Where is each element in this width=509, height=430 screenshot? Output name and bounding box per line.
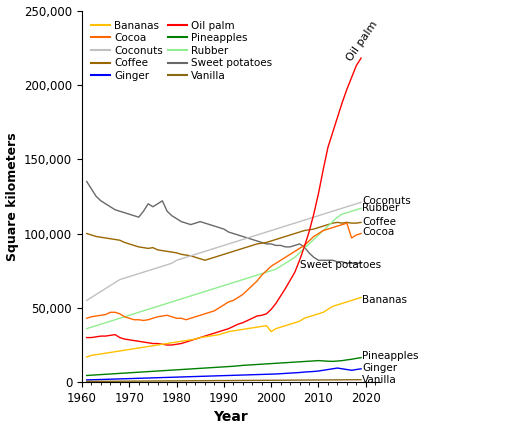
Text: Bananas: Bananas	[361, 295, 406, 305]
Text: Oil palm: Oil palm	[344, 19, 379, 63]
Text: Coffee: Coffee	[361, 217, 395, 227]
Text: Sweet potatoes: Sweet potatoes	[299, 260, 380, 270]
Text: Vanilla: Vanilla	[361, 375, 396, 385]
Text: Pineapples: Pineapples	[361, 351, 418, 361]
Text: Coconuts: Coconuts	[361, 196, 410, 206]
Text: Ginger: Ginger	[361, 363, 397, 373]
Text: Cocoa: Cocoa	[361, 227, 393, 237]
Text: Rubber: Rubber	[361, 203, 399, 213]
Y-axis label: Square kilometers: Square kilometers	[6, 132, 18, 261]
Legend: Bananas, Cocoa, Coconuts, Coffee, Ginger, Oil palm, Pineapples, Rubber, Sweet po: Bananas, Cocoa, Coconuts, Coffee, Ginger…	[90, 19, 273, 82]
X-axis label: Year: Year	[213, 411, 248, 424]
